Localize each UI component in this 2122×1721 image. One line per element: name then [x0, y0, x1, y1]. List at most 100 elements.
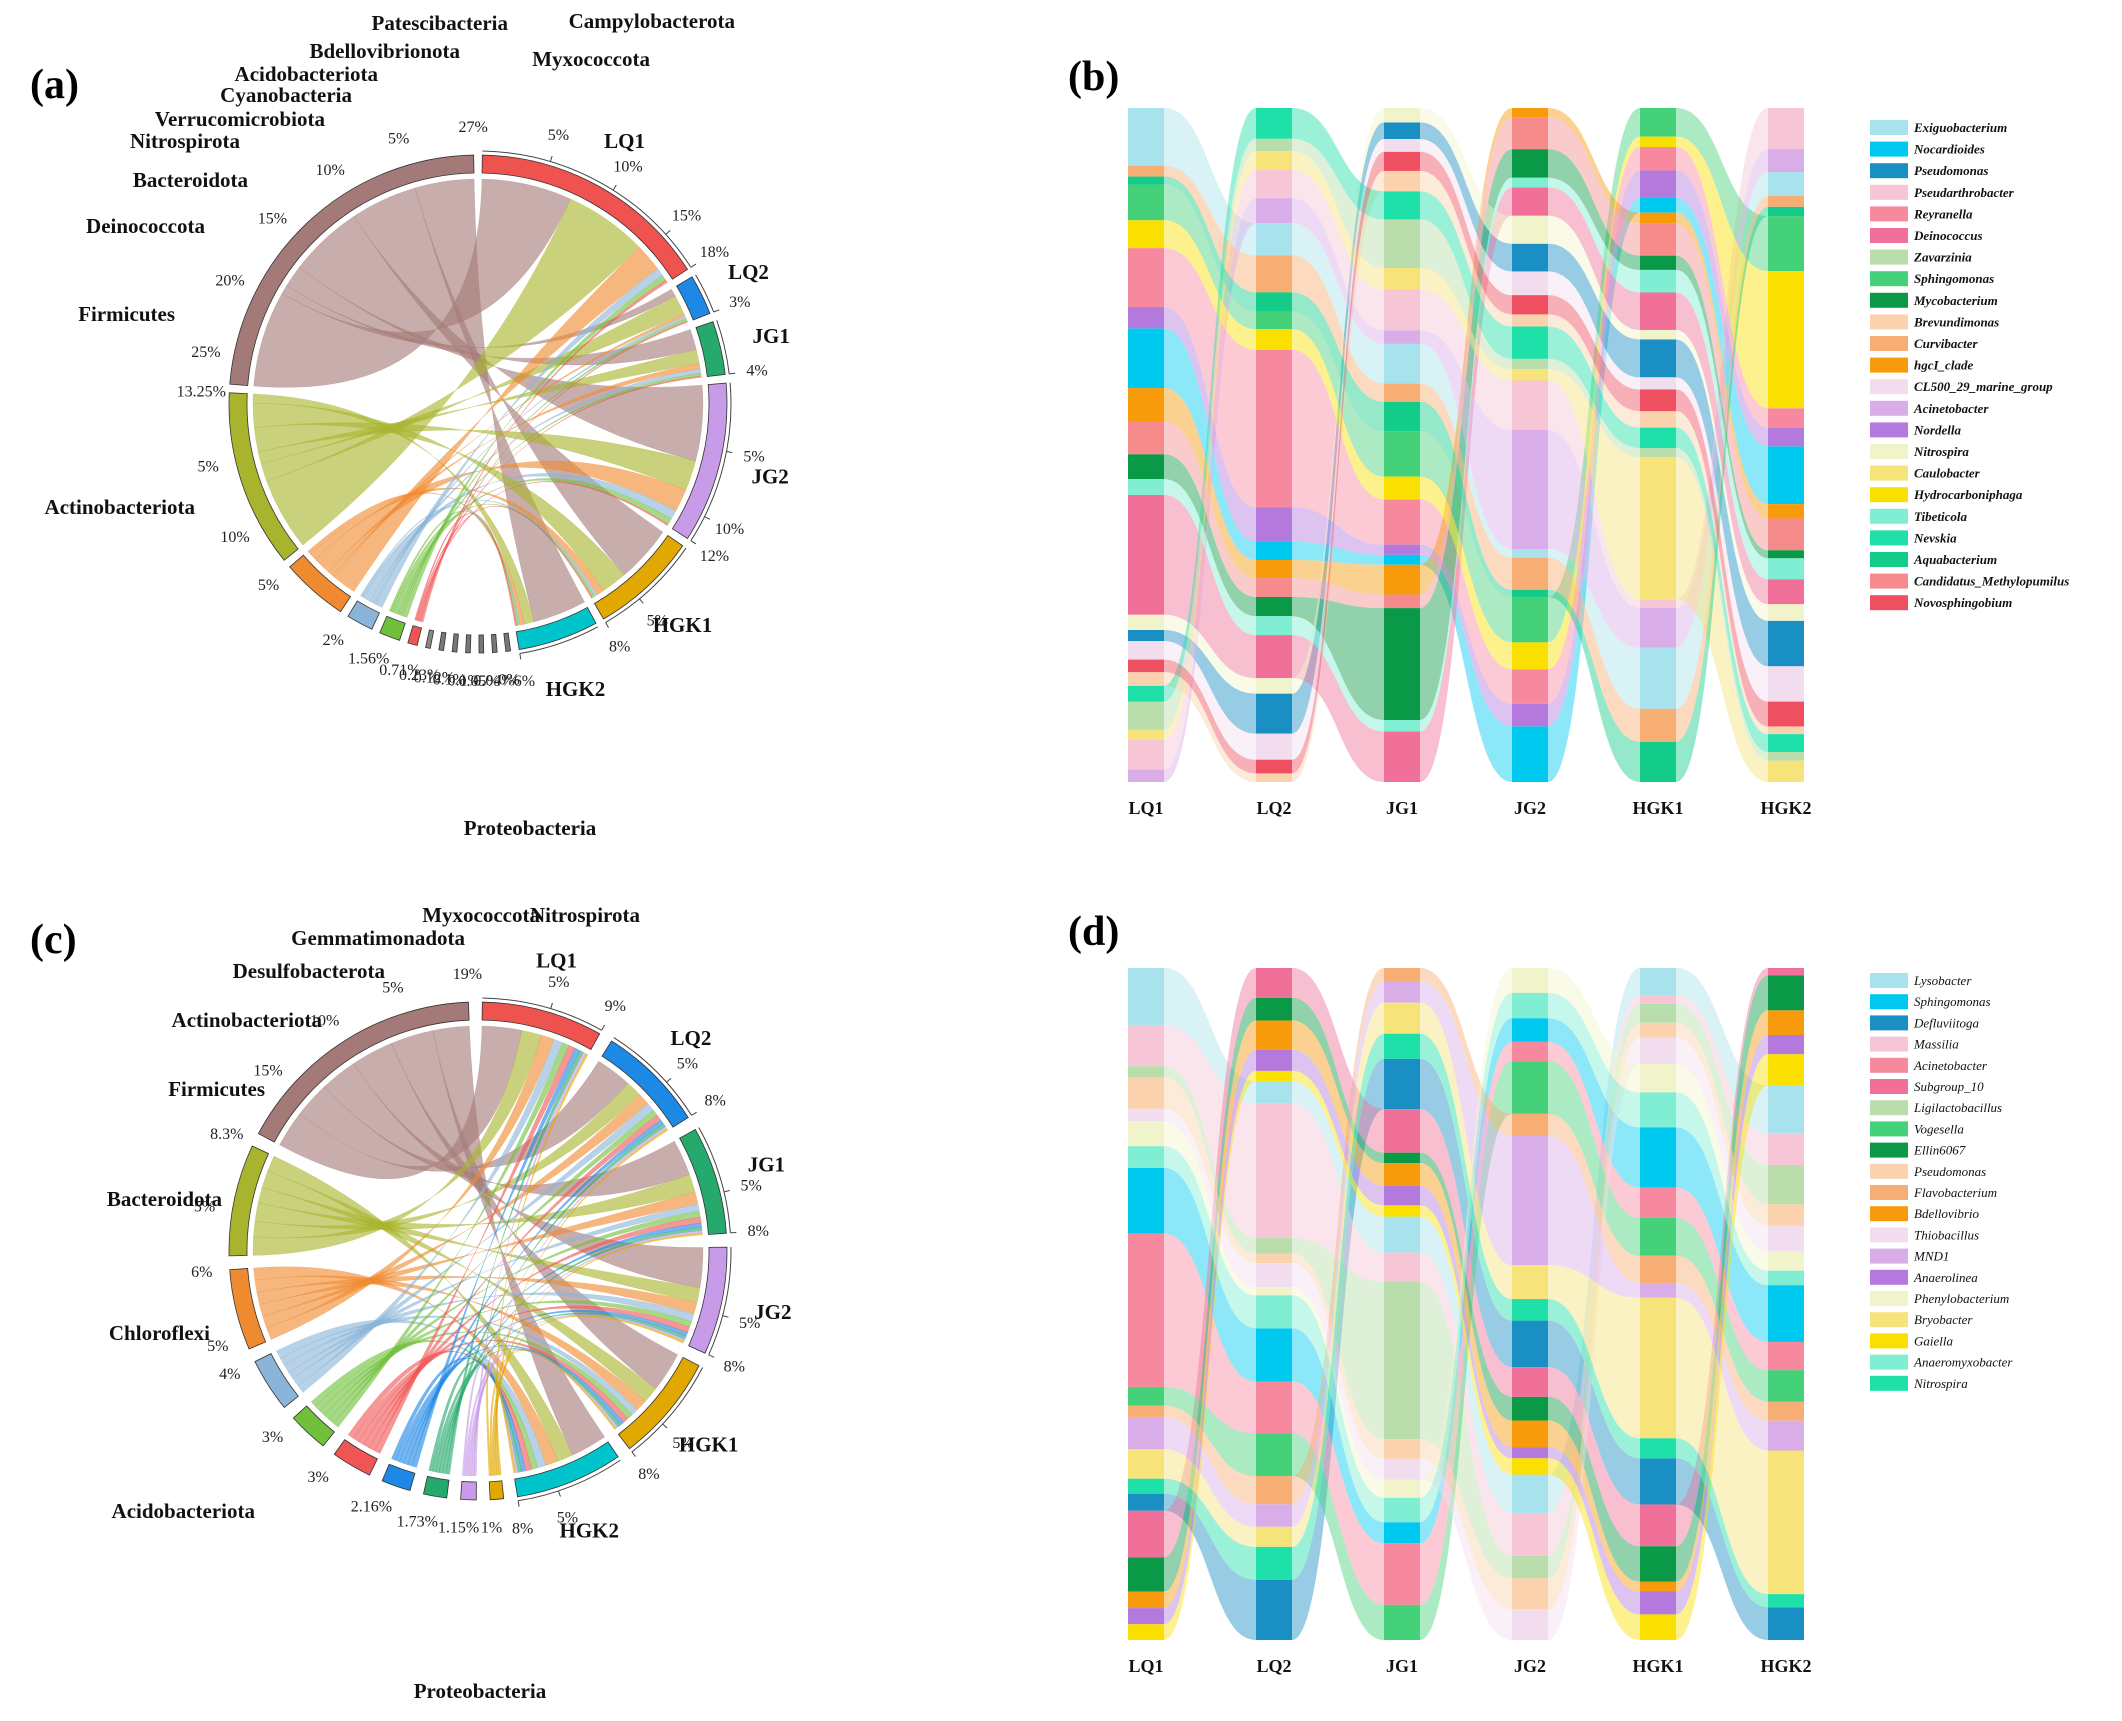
flow-mnd1 [1676, 1283, 1768, 1451]
flow-brevundimonas [1292, 170, 1384, 782]
sector-chloroflexi [229, 1267, 267, 1350]
legend-label: Anaeromyxobacter [1913, 1355, 2013, 1370]
sector-lq1 [481, 1001, 601, 1051]
sector-nitrospirota [407, 625, 423, 646]
flow-sphingomonas [1676, 1127, 1768, 1342]
stratum-lq1-defluviitoga [1128, 1493, 1164, 1511]
taxon-label-cyanobacteria: Cyanobacteria [220, 83, 352, 107]
flow-thiobacillus [1548, 1037, 1640, 1640]
stratum-hgk2-candidatus_methylopumilus [1768, 518, 1804, 551]
ribbon-nitrospirota-hgk1 [489, 1350, 617, 1476]
stratum-hgk2-curvibacter [1768, 195, 1804, 207]
stratum-lq1-flavobacterium [1128, 1405, 1164, 1417]
stratum-lq2-hydrocarboniphaga [1256, 329, 1292, 350]
tick-mark [519, 653, 522, 660]
sector-firmicutes [292, 1405, 335, 1447]
legend-swatch [1870, 508, 1908, 524]
stratum-lq1-nordella [1128, 307, 1164, 329]
stratum-jg1-pseudomonas [1384, 122, 1420, 140]
legend-swatch [1870, 1079, 1908, 1094]
tick-label: 3% [729, 294, 750, 311]
legend-swatch [1870, 292, 1908, 308]
stratum-jg2-phenylobacterium [1512, 968, 1548, 993]
legend-swatch [1870, 271, 1908, 287]
flow-mycobacterium [1164, 454, 1256, 617]
stratum-jg2-acinetobacter [1512, 429, 1548, 550]
legend-label: Tibeticola [1914, 509, 1967, 524]
flow-cl500_29_marine_group [1164, 641, 1256, 760]
stratum-jg2-nitrospira [1512, 215, 1548, 244]
flow-acinetobacter [1164, 198, 1256, 782]
legend-swatch [1870, 1100, 1908, 1116]
flow-acinetobacter [1292, 198, 1384, 344]
tick-mark [690, 263, 697, 268]
stratum-hgk2-anaerolinea [1768, 1034, 1804, 1055]
taxon-label-bacteroidota: Bacteroidota [107, 1187, 223, 1211]
taxon-label-actinobacteriota: Actinobacteriota [172, 1008, 323, 1032]
flow-nocardioides [1548, 197, 1640, 783]
flow-deinococcus [1164, 494, 1256, 679]
taxon-label-bacteroidota: Bacteroidota [133, 168, 249, 192]
flow-massilia [1676, 995, 1768, 1165]
stratum-hgk1-flavobacterium [1640, 1255, 1676, 1284]
flow-ligilactobacillus [1420, 1281, 1512, 1579]
stratum-hgk1-nocardioides [1640, 197, 1676, 213]
stratum-hgk2-zavarzinia [1768, 751, 1804, 761]
sector-label-hgk1: HGK1 [653, 613, 713, 637]
stratum-lq1-anaeromyxobacter [1128, 1146, 1164, 1168]
stratum-hgk2-exiguobacterium [1768, 172, 1804, 196]
legend-label: Novosphingobium [1913, 595, 2012, 610]
flow-sphingomonas [1164, 1167, 1256, 1382]
stratum-hgk2-nitrospira [1768, 1594, 1804, 1608]
sector-lq2 [676, 276, 711, 321]
flow-cl500_29_marine_group [1676, 377, 1768, 702]
legend-label: Anaerolinea [1913, 1270, 1978, 1285]
stratum-lq2-mnd1 [1256, 1504, 1292, 1527]
stratum-hgk1-gaiella [1640, 1614, 1676, 1640]
flow-deinococcus [1292, 635, 1384, 782]
flow-flavobacterium [1548, 1113, 1640, 1284]
stratum-hgk2-anaeromyxobacter [1768, 1270, 1804, 1286]
ribbon-chloroflexi-hgk2 [253, 1266, 558, 1466]
stratum-lq2-nitrospira [1256, 1546, 1292, 1580]
flow-vogesella [1292, 1433, 1384, 1640]
stratum-lq1-pseudomonas [1128, 1077, 1164, 1109]
stratum-jg2-reyranella [1512, 669, 1548, 704]
legend-label: Caulobacter [1914, 466, 1981, 481]
flow-brevundimonas [1420, 170, 1512, 327]
stratum-jg2-pseudarthrobacter [1512, 380, 1548, 430]
stratum-jg1-sphingomonas [1384, 431, 1420, 477]
stratum-hgk2-cl500_29_marine_group [1768, 666, 1804, 702]
ribbon-desulfobacterota-jg2 [399, 1309, 688, 1464]
stratum-jg1-novosphingobium [1384, 151, 1420, 171]
tick-mark [726, 450, 733, 454]
scale-jg1 [716, 320, 730, 375]
flow-exiguobacterium [1676, 172, 1768, 709]
flow-anaerolinea [1676, 1034, 1768, 1615]
flow-nocardioides [1676, 197, 1768, 505]
legend-label: Ligilactobacillus [1913, 1100, 2002, 1115]
tick-label: 4% [746, 363, 767, 380]
alluvial-plot-b: LQ1 LQ2 JG1 JG2 HGK1 HGK2 Exiguobacterium Nocar… [1128, 108, 2069, 818]
flow-subgroup_10 [1292, 968, 1384, 1153]
ribbon-myxococcota-hgk2 [461, 1362, 519, 1476]
taxon-value-label: 3% [307, 1469, 328, 1486]
legend-label: Defluviitoga [1913, 1015, 1979, 1030]
stratum-hgk1-mnd1 [1640, 1283, 1676, 1298]
stratum-lq2-gaiella [1256, 1070, 1292, 1082]
legend-label: Brevundimonas [1913, 314, 1999, 329]
tick-label: 5% [557, 1509, 578, 1526]
sector-label-lq1: LQ1 [604, 129, 645, 153]
flow-gaiella [1164, 1070, 1256, 1640]
flow-pseudomonas [1292, 122, 1384, 734]
taxon-value-label: 1% [481, 1520, 502, 1537]
stratum-hgk2-defluviitoga [1768, 1607, 1804, 1640]
legend-label: Hydrocarboniphaga [1913, 487, 2023, 502]
flow-mnd1 [1164, 1416, 1256, 1527]
stratum-lq1-vogesella [1128, 1386, 1164, 1406]
stratum-jg1-exiguobacterium [1384, 343, 1420, 384]
stratum-hgk1-nevskia [1640, 427, 1676, 449]
stratum-jg1-nevskia [1384, 191, 1420, 220]
stratum-hgk2-reyranella [1768, 408, 1804, 428]
stratum-jg2-candidatus_methylopumilus [1512, 117, 1548, 150]
